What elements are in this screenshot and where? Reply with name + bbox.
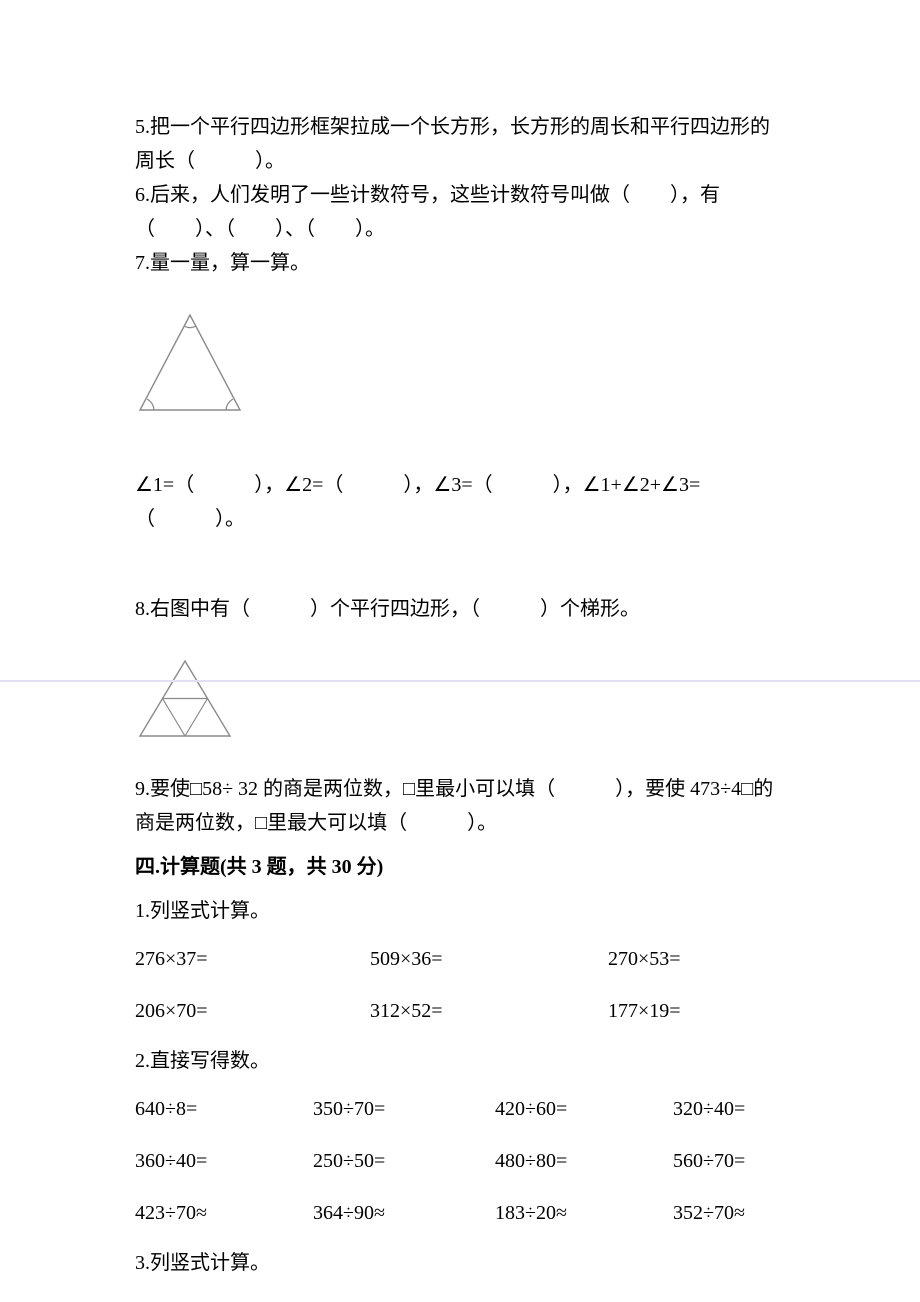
angle-arc-top xyxy=(184,326,196,328)
p1-row1: 276×37= 509×36= 270×53= xyxy=(135,942,785,976)
calc-cell: 480÷80= xyxy=(495,1144,673,1178)
question-9: 9.要使□58÷ 32 的商是两位数，□里最小可以填（ ），要使 473÷4□的… xyxy=(135,772,785,840)
calc-cell: 509×36= xyxy=(370,942,608,976)
calc-cell: 183÷20≈ xyxy=(495,1196,673,1230)
decorative-divider xyxy=(0,680,920,682)
section-4-title: 四.计算题(共 3 题，共 30 分) xyxy=(135,850,785,884)
question-8: 8.右图中有（ ）个平行四边形，（ ）个梯形。 xyxy=(135,592,785,626)
calc-cell: 640÷8= xyxy=(135,1092,313,1126)
calc-cell: 270×53= xyxy=(608,942,681,976)
calc-cell: 250÷50= xyxy=(313,1144,495,1178)
question-8-figure xyxy=(135,656,785,742)
calc-cell: 364÷90≈ xyxy=(313,1196,495,1230)
section4-p2-label: 2.直接写得数。 xyxy=(135,1044,785,1078)
p2-row3: 423÷70≈ 364÷90≈ 183÷20≈ 352÷70≈ xyxy=(135,1196,785,1230)
calc-cell: 360÷40= xyxy=(135,1144,313,1178)
question-6: 6.后来，人们发明了一些计数符号，这些计数符号叫做（ ），有（ ）、（ ）、（ … xyxy=(135,178,785,246)
section4-p3-label: 3.列竖式计算。 xyxy=(135,1246,785,1280)
calc-cell: 177×19= xyxy=(608,994,681,1028)
p1-row2: 206×70= 312×52= 177×19= xyxy=(135,994,785,1028)
calc-cell: 276×37= xyxy=(135,942,370,976)
p2-row1: 640÷8= 350÷70= 420÷60= 320÷40= xyxy=(135,1092,785,1126)
p2-row2: 360÷40= 250÷50= 480÷80= 560÷70= xyxy=(135,1144,785,1178)
triangle-outline xyxy=(140,315,240,410)
calc-cell: 423÷70≈ xyxy=(135,1196,313,1230)
calc-cell: 560÷70= xyxy=(673,1144,745,1178)
question-7-angles: ∠1=（ ），∠2=（ ），∠3=（ ），∠1+∠2+∠3=（ ）。 xyxy=(135,468,785,536)
section4-p1-label: 1.列竖式计算。 xyxy=(135,894,785,928)
mid-left-diag xyxy=(163,699,186,737)
question-5: 5.把一个平行四边形框架拉成一个长方形，长方形的周长和平行四边形的周长（ ）。 xyxy=(135,110,785,178)
calc-cell: 206×70= xyxy=(135,994,370,1028)
calc-cell: 320÷40= xyxy=(673,1092,745,1126)
calc-cell: 350÷70= xyxy=(313,1092,495,1126)
angle-arc-left xyxy=(147,399,154,410)
calc-cell: 420÷60= xyxy=(495,1092,673,1126)
question-7-label: 7.量一量，算一算。 xyxy=(135,246,785,280)
calc-cell: 312×52= xyxy=(370,994,608,1028)
angle-arc-right xyxy=(226,399,233,410)
mid-right-diag xyxy=(185,699,208,737)
calc-cell: 352÷70≈ xyxy=(673,1196,745,1230)
question-7-figure xyxy=(135,310,785,418)
